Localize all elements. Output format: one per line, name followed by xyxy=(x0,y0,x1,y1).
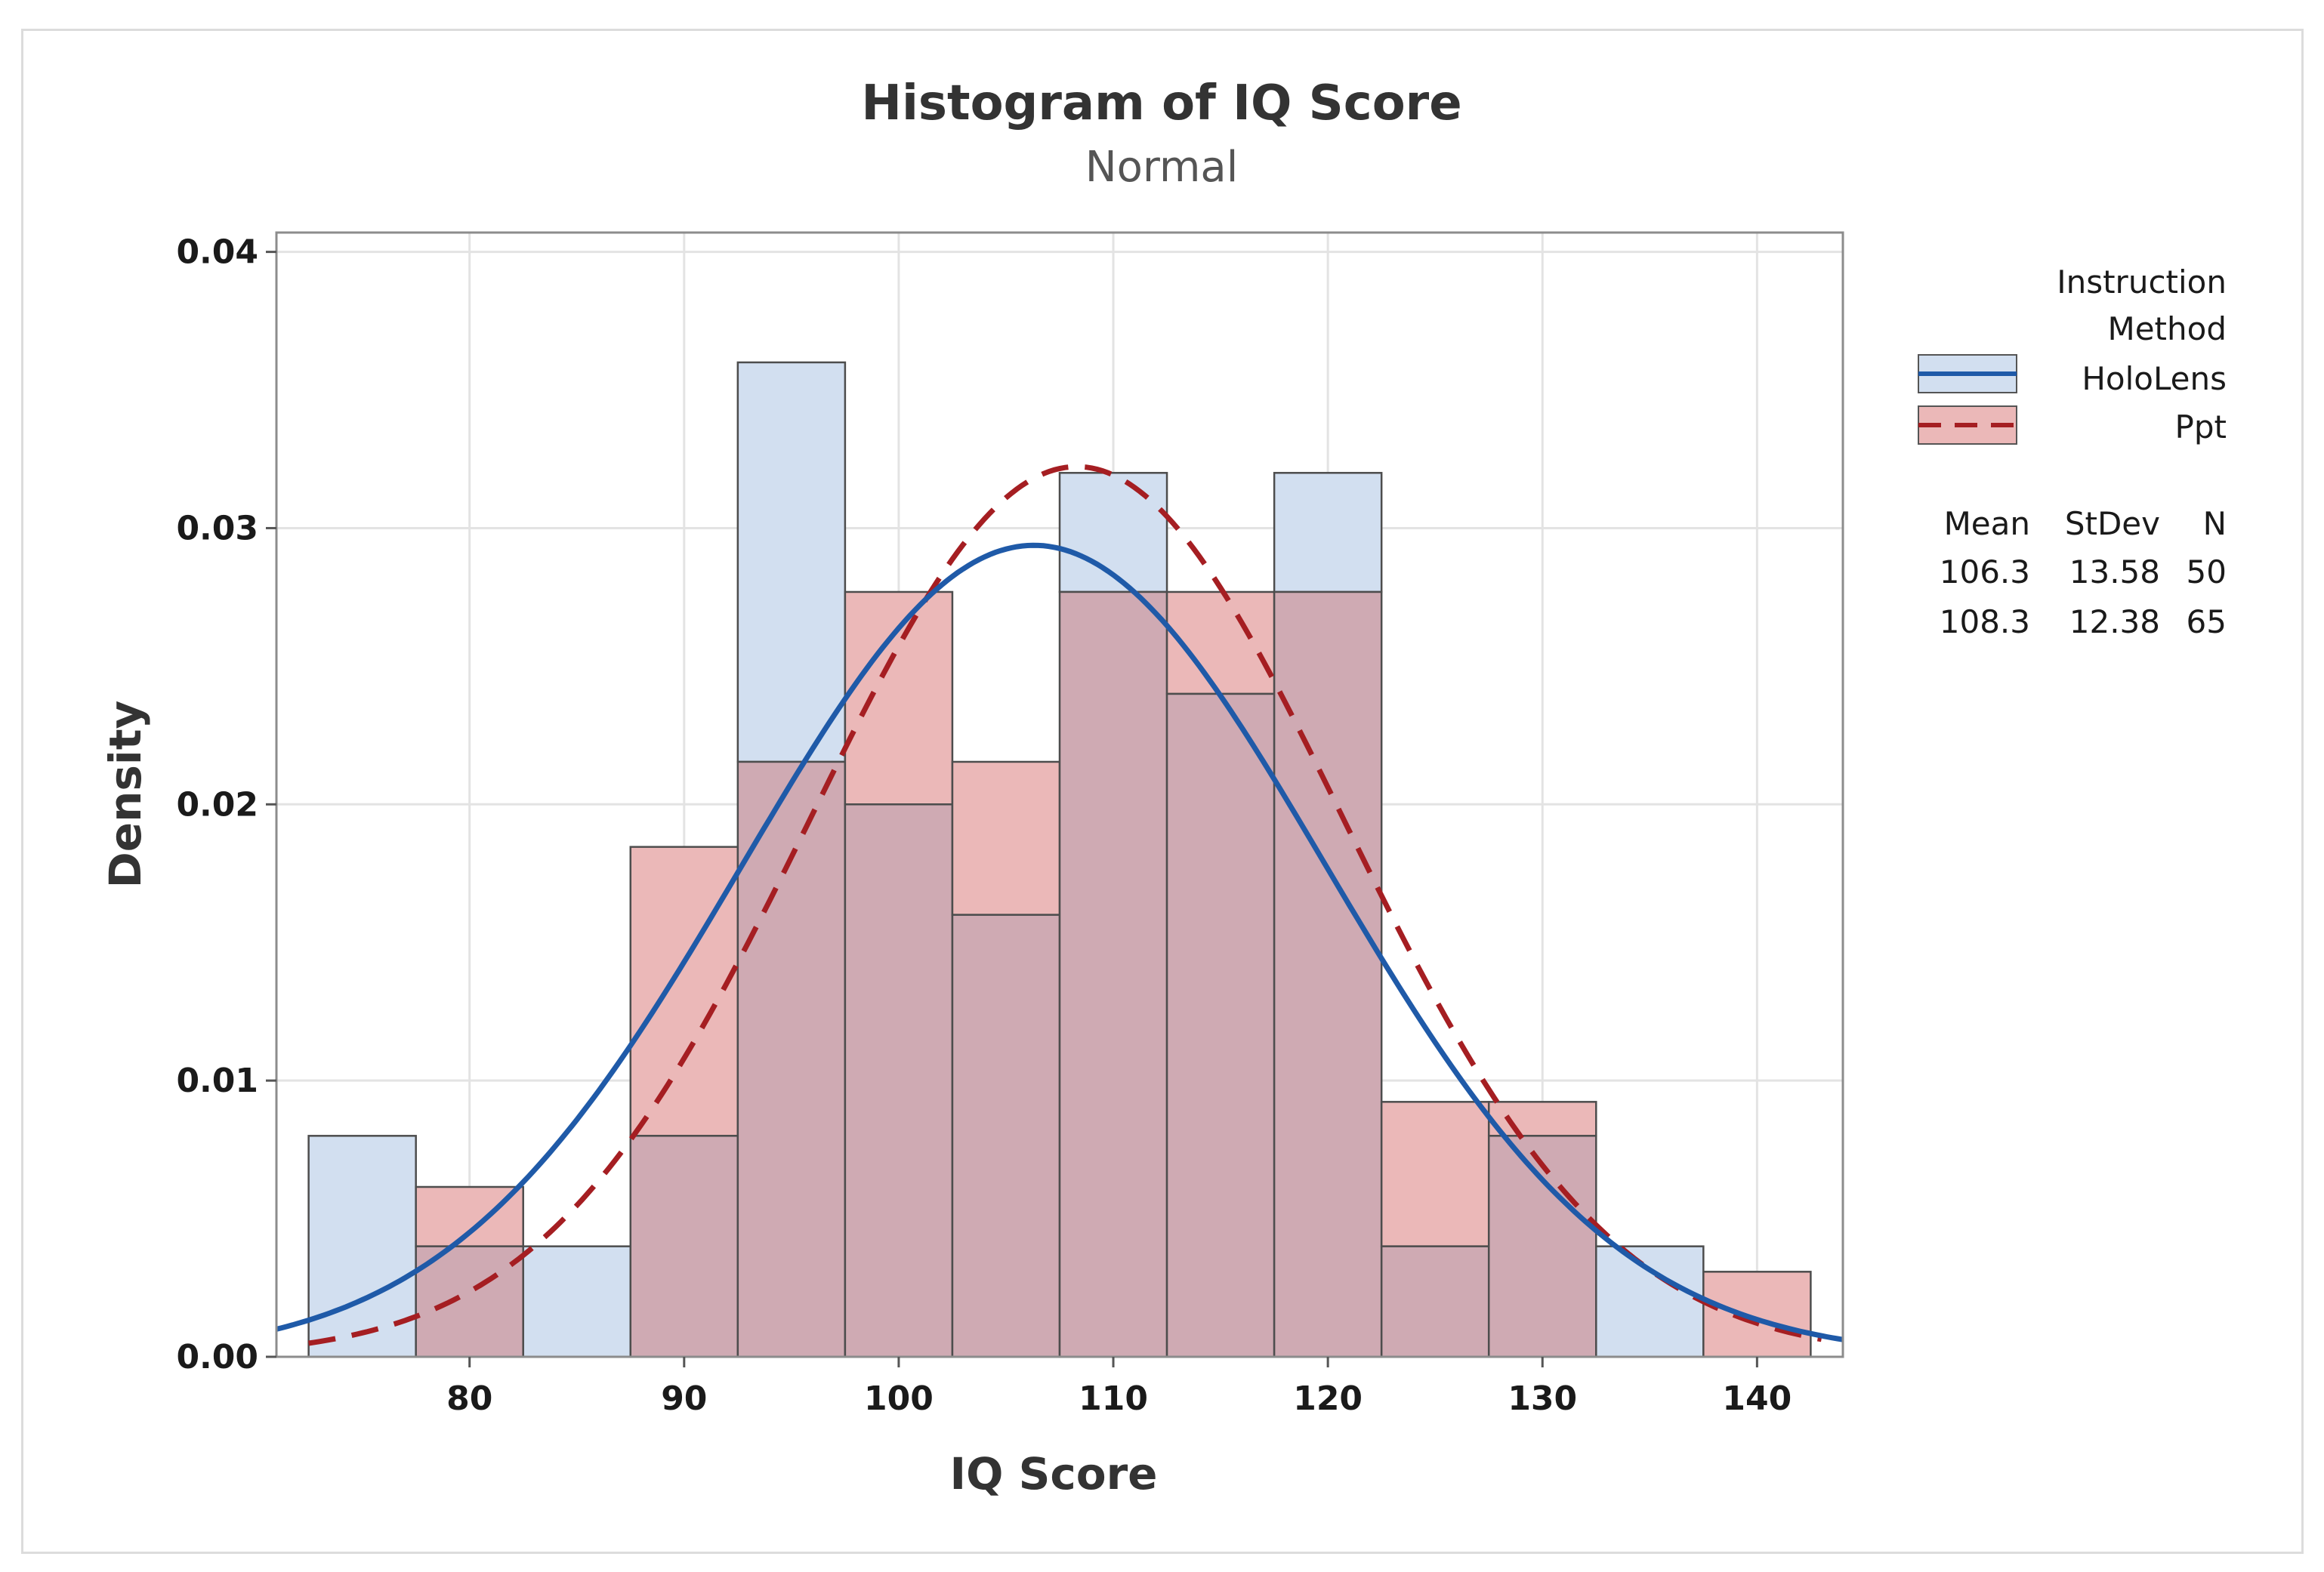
bar-hololens xyxy=(522,1245,632,1358)
bar-overlap xyxy=(1380,1245,1490,1358)
legend-label-hololens: HoloLens xyxy=(2082,360,2227,397)
bar-overlap xyxy=(951,914,1061,1358)
bar-hololens xyxy=(307,1135,417,1358)
curve-ppt xyxy=(308,464,1822,1346)
x-tick-label: 100 xyxy=(864,1379,934,1418)
y-tick-label: 0.00 xyxy=(176,1338,258,1376)
x-tick-label: 140 xyxy=(1722,1379,1792,1418)
bar-hololens xyxy=(1595,1245,1705,1358)
bar-ppt xyxy=(1702,1271,1812,1358)
stats-hololens-stdev: 13.58 xyxy=(2069,553,2160,590)
x-tick-label: 90 xyxy=(661,1379,707,1418)
stats-hololens-mean: 106.3 xyxy=(1940,553,2030,590)
bar-hololens xyxy=(736,361,847,763)
x-tick-label: 80 xyxy=(446,1379,492,1418)
bar-ppt xyxy=(951,760,1061,916)
curve-hololens xyxy=(276,542,1844,1342)
x-axis-label: IQ Score xyxy=(949,1448,1157,1500)
y-tick-label: 0.04 xyxy=(176,233,258,272)
legend-title-line1: Instruction xyxy=(2057,264,2227,301)
bar-ppt xyxy=(1487,1101,1597,1137)
bar-ppt xyxy=(844,590,954,806)
y-axis-label: Density xyxy=(100,701,151,889)
bar-ppt xyxy=(1380,1101,1490,1247)
y-tick-label: 0.01 xyxy=(176,1062,258,1100)
x-tick-label: 110 xyxy=(1079,1379,1148,1418)
stats-header-mean: Mean xyxy=(1944,505,2030,542)
bar-overlap xyxy=(844,803,954,1358)
density-curves xyxy=(276,464,1844,1346)
bar-overlap xyxy=(1165,692,1276,1358)
stats-header-stdev: StDev xyxy=(2065,505,2160,542)
legend-title-line2: Method xyxy=(2107,310,2227,347)
bar-overlap xyxy=(415,1245,524,1358)
bar-overlap xyxy=(1058,590,1168,1358)
x-tick-label: 120 xyxy=(1293,1379,1363,1418)
x-axis: 80 90 100 110 120 130 140 xyxy=(446,1357,1792,1418)
legend: Instruction Method HoloLens Ppt Mean StD… xyxy=(1918,264,2227,640)
bar-overlap xyxy=(1487,1135,1597,1358)
y-axis: 0.00 0.01 0.02 0.03 0.04 xyxy=(176,233,276,1376)
y-tick-label: 0.02 xyxy=(176,785,258,824)
bar-ppt xyxy=(1165,590,1276,695)
stats-ppt-n: 65 xyxy=(2187,603,2227,640)
plot-border xyxy=(275,231,1844,1358)
x-tick-label: 130 xyxy=(1508,1379,1577,1418)
stats-ppt-mean: 108.3 xyxy=(1940,603,2030,640)
stats-hololens-n: 50 xyxy=(2187,553,2227,590)
bar-hololens xyxy=(1273,472,1383,593)
bar-ppt xyxy=(629,846,739,1137)
bar-overlap xyxy=(1273,590,1383,1358)
chart-subtitle: Normal xyxy=(1085,143,1239,192)
stats-header-n: N xyxy=(2203,505,2227,542)
histogram-bars xyxy=(307,361,1812,1358)
legend-label-ppt: Ppt xyxy=(2175,408,2227,445)
chart-title: Histogram of IQ Score xyxy=(861,76,1461,131)
y-tick-label: 0.03 xyxy=(176,509,258,547)
stats-ppt-stdev: 12.38 xyxy=(2069,603,2160,640)
bar-overlap xyxy=(629,1135,739,1358)
